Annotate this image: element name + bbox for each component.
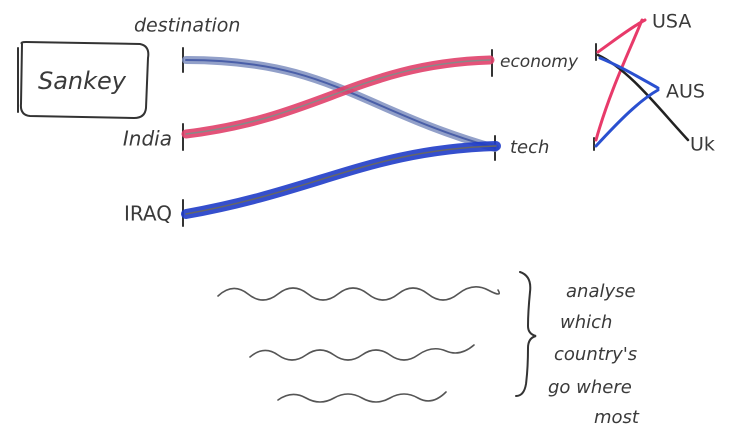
brace <box>515 271 537 397</box>
note-line: country's <box>554 344 637 365</box>
flow <box>185 59 491 135</box>
note-line: go where <box>548 377 632 398</box>
node-label: AUS <box>666 81 705 103</box>
title-box <box>19 40 150 120</box>
note-line: most <box>594 407 640 428</box>
node-label: India <box>123 127 172 151</box>
axis-label: destination <box>134 15 240 37</box>
node-label: economy <box>500 52 579 72</box>
node-label: USA <box>652 11 691 33</box>
node-label: IRAQ <box>124 202 172 226</box>
note-line: which <box>560 312 612 333</box>
flow <box>594 88 660 148</box>
flow <box>596 18 647 54</box>
node-label: tech <box>510 137 549 158</box>
flow <box>598 56 660 90</box>
flow <box>594 18 644 142</box>
note-line: analyse <box>566 281 636 302</box>
placeholder-line <box>249 344 475 361</box>
title: Sankey <box>38 67 127 95</box>
placeholder-line <box>277 391 447 403</box>
flow <box>185 145 497 215</box>
placeholder-line <box>217 286 501 301</box>
node-label: Uk <box>690 134 715 156</box>
